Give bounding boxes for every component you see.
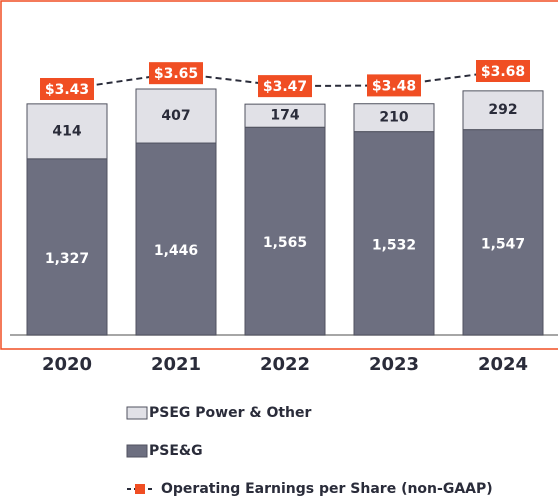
- x-tick-label: 2022: [260, 354, 310, 375]
- bar: [462, 90, 544, 131]
- bar: [26, 158, 108, 336]
- data-label: 407: [161, 108, 190, 124]
- legend-label: Operating Earnings per Share (non-GAAP): [161, 481, 493, 497]
- legend-swatch: [126, 406, 148, 420]
- frame: [0, 0, 558, 350]
- bar: [353, 131, 435, 336]
- data-label: 1,547: [481, 236, 525, 252]
- x-tick-label: 2023: [369, 354, 419, 375]
- marker: [40, 78, 94, 100]
- marker: [258, 75, 312, 98]
- data-label: 414: [52, 123, 81, 139]
- bar: [244, 103, 326, 128]
- data-label: 1,565: [263, 235, 307, 251]
- data-label: $3.47: [263, 79, 307, 95]
- data-label: $3.48: [372, 78, 416, 94]
- legend-swatch: [135, 484, 145, 494]
- data-label: 1,327: [45, 251, 89, 267]
- marker: [149, 62, 203, 85]
- bar: [462, 129, 544, 336]
- data-label: 174: [270, 108, 299, 124]
- data-label: 292: [488, 102, 517, 118]
- data-label: $3.68: [481, 64, 525, 80]
- data-label: 210: [379, 110, 408, 126]
- bar: [353, 103, 435, 133]
- bar: [26, 103, 108, 160]
- bar: [135, 88, 217, 144]
- data-label: 1,532: [372, 237, 416, 253]
- data-label: $3.43: [45, 82, 89, 98]
- x-tick-label: 2021: [151, 354, 201, 375]
- x-tick-label: 2020: [42, 354, 92, 375]
- marker: [367, 74, 421, 97]
- data-label: $3.65: [154, 66, 198, 82]
- bar: [244, 126, 326, 336]
- bar: [135, 142, 217, 336]
- data-label: 1,446: [154, 243, 198, 259]
- x-tick-label: 2024: [478, 354, 528, 375]
- marker: [476, 60, 530, 82]
- legend-label: PSEG Power & Other: [149, 405, 311, 421]
- legend-swatch: [126, 444, 148, 458]
- legend-label: PSE&G: [149, 443, 203, 459]
- line: [66, 70, 504, 90]
